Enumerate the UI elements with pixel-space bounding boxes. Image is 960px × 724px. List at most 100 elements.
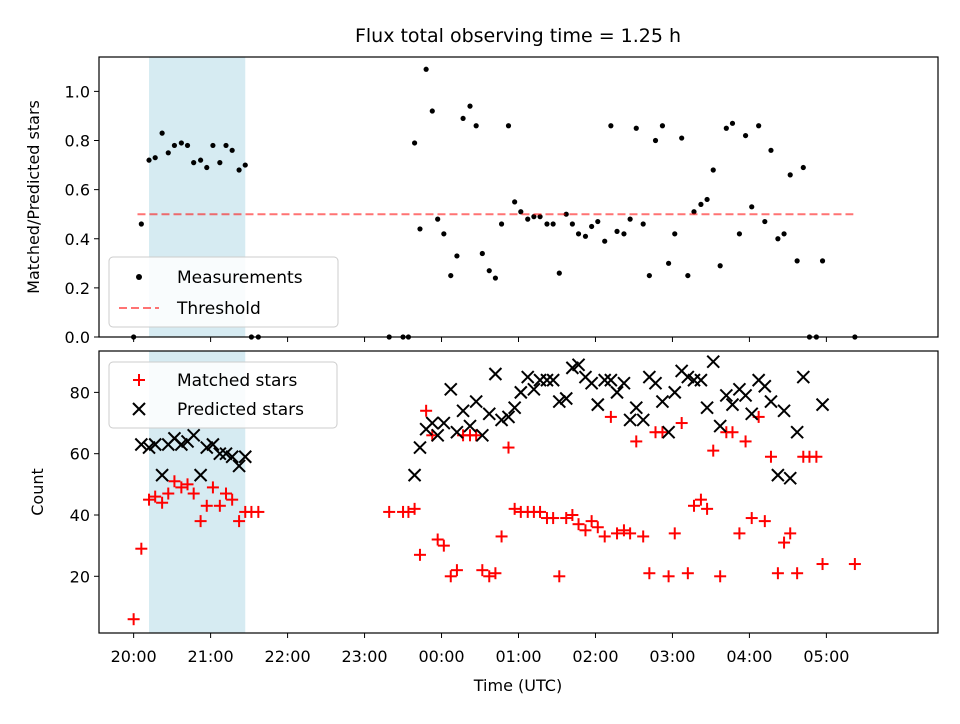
matched-point xyxy=(135,542,148,555)
measurement-point xyxy=(505,123,512,129)
measurement-point xyxy=(691,209,697,215)
y-tick-label: 0.8 xyxy=(65,132,90,151)
legend-bottom-frame xyxy=(108,361,338,429)
measurement-point xyxy=(608,123,614,129)
matched-point xyxy=(187,487,200,500)
measurement-point xyxy=(518,209,524,215)
x-tick-label: 03:00 xyxy=(649,647,695,666)
measurement-point xyxy=(800,164,806,171)
measurement-point xyxy=(146,157,152,163)
y-ticks-top: 0.0 0.2 0.4 0.6 0.8 1.0 xyxy=(65,82,99,347)
matched-point xyxy=(566,508,579,521)
measurement-point xyxy=(229,147,235,153)
matched-point xyxy=(675,417,688,430)
matched-point xyxy=(181,478,194,491)
matched-point xyxy=(598,530,611,543)
y-ticks-bottom: 20 40 60 80 xyxy=(70,383,99,586)
measurement-point xyxy=(152,155,158,161)
predicted-point xyxy=(636,413,650,427)
measurement-point xyxy=(165,150,171,156)
x-tick-label: 20:00 xyxy=(111,647,157,666)
matched-point xyxy=(585,515,598,528)
predicted-point xyxy=(232,459,246,473)
measurement-point xyxy=(417,226,423,232)
predicted-point xyxy=(437,416,451,430)
predicted-point xyxy=(777,404,791,418)
predicted-point xyxy=(713,419,727,433)
matched-point xyxy=(408,502,421,515)
y-tick-label: 60 xyxy=(70,445,90,464)
measurement-point xyxy=(435,216,441,222)
measurement-point xyxy=(685,272,691,279)
predicted-point xyxy=(450,425,464,439)
predicted-point xyxy=(559,391,573,406)
measurement-point xyxy=(646,272,652,279)
predicted-point xyxy=(213,446,227,461)
matched-point xyxy=(233,515,246,528)
y-tick-label: 0.2 xyxy=(65,279,90,298)
matched-point xyxy=(508,502,521,515)
legend-matched-marker xyxy=(133,374,145,386)
matched-point xyxy=(617,524,630,537)
measurement-point xyxy=(756,123,762,129)
predicted-point xyxy=(407,468,422,482)
predicted-point xyxy=(238,450,252,464)
matched-point xyxy=(413,548,426,561)
matched-point xyxy=(630,435,643,448)
matched-point xyxy=(681,567,694,580)
predicted-point xyxy=(456,404,470,418)
measurement-point xyxy=(198,157,204,163)
matched-point xyxy=(726,426,739,439)
measurement-point xyxy=(672,231,678,237)
predicted-point xyxy=(430,428,445,443)
predicted-point xyxy=(134,437,149,452)
matched-point xyxy=(572,518,585,531)
x-ticks-bottom: 20:00 21:00 22:00 23:00 00:00 01:00 02:00 03:00… xyxy=(111,633,849,666)
measurement-point xyxy=(717,263,723,269)
measurement-point xyxy=(794,258,800,264)
matched-point xyxy=(547,512,560,525)
x-tick-label: 00:00 xyxy=(418,647,464,666)
measurement-point xyxy=(563,211,569,217)
measurement-point xyxy=(479,250,485,257)
predicted-point xyxy=(758,379,772,393)
matched-point xyxy=(127,613,140,626)
measurement-point xyxy=(486,268,492,274)
measurement-point xyxy=(621,231,627,237)
matched-point xyxy=(758,515,771,528)
x-tick-label: 22:00 xyxy=(265,647,311,666)
predicted-point xyxy=(623,413,637,427)
measurement-point xyxy=(178,140,184,146)
predicted-point xyxy=(225,450,239,464)
measurement-point xyxy=(460,115,466,122)
matched-point xyxy=(220,487,233,500)
measurement-point xyxy=(819,258,826,264)
matched-point xyxy=(637,530,650,543)
matched-point xyxy=(156,496,169,509)
predicted-point xyxy=(494,413,509,427)
predicted-point xyxy=(738,388,753,403)
predicted-point xyxy=(629,400,643,415)
matched-point xyxy=(534,505,547,518)
predicted-point xyxy=(694,373,708,387)
x-tick-label: 02:00 xyxy=(572,647,618,666)
predicted-point xyxy=(469,394,483,409)
measurement-point xyxy=(223,142,229,149)
predicted-point xyxy=(507,400,522,415)
measurement-point xyxy=(498,221,505,227)
matched-point xyxy=(194,515,207,528)
measurement-point xyxy=(602,238,608,244)
matched-point xyxy=(168,475,181,488)
y-tick-label: 80 xyxy=(70,383,90,402)
x-tick-label: 01:00 xyxy=(495,647,541,666)
measurement-point xyxy=(138,221,144,227)
predicted-point xyxy=(546,373,560,387)
matched-point xyxy=(437,539,450,552)
measurement-point xyxy=(191,160,197,166)
matched-point xyxy=(149,490,162,503)
predicted-point xyxy=(425,416,439,430)
measurement-point xyxy=(742,132,749,139)
matched-point xyxy=(383,505,396,518)
measurement-point xyxy=(768,147,774,153)
